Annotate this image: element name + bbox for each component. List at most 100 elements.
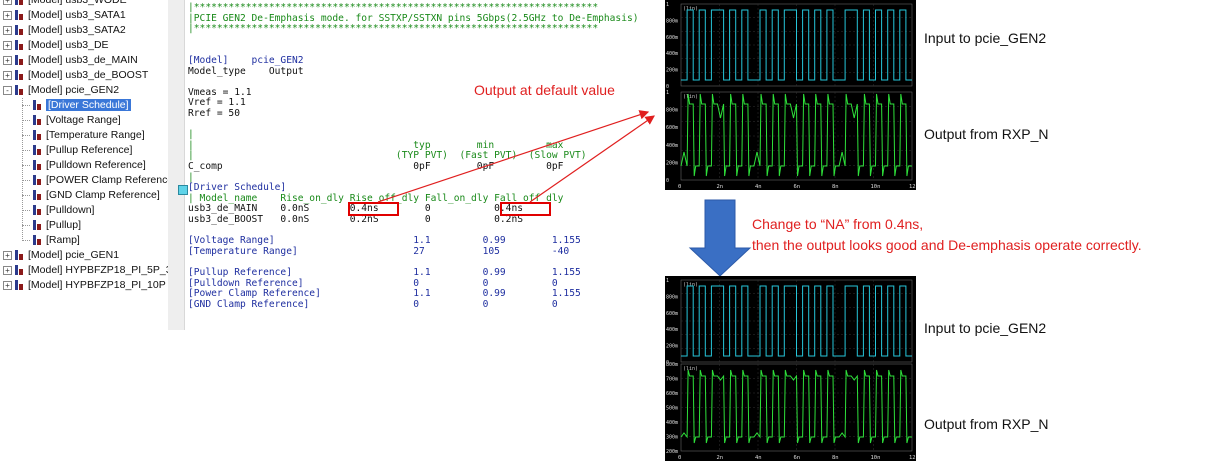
code-line: | xyxy=(188,129,194,141)
y-tick-label: 1 xyxy=(666,278,669,284)
y-tick-label: 400m xyxy=(666,51,678,57)
tree-child-item[interactable]: [GND Clamp Reference] xyxy=(22,188,160,203)
tree-item-label: [Model] usb3_de_BOOST xyxy=(28,69,149,81)
collapse-icon[interactable]: - xyxy=(3,86,12,95)
tree-model-item[interactable]: + [Model] HYPBFZP18_PI_10P xyxy=(3,278,166,293)
expand-icon[interactable]: + xyxy=(3,0,12,5)
tree-child-item[interactable]: [Ramp] xyxy=(22,233,80,248)
code-line: | xyxy=(188,171,194,183)
tree-model-item[interactable]: - [Model] pcie_GEN2 xyxy=(3,83,120,98)
code-line: usb3_de_BOOST 0.0nS 0.2nS 0 0.2nS xyxy=(188,214,524,225)
output-waveform xyxy=(680,93,912,177)
ibis-editor[interactable]: |***************************************… xyxy=(168,0,665,330)
tree-branch-line xyxy=(22,150,30,151)
tree-item-label: [POWER Clamp Reference] xyxy=(46,174,168,186)
expand-icon[interactable]: + xyxy=(3,266,12,275)
tree-item-label: [Temperature Range] xyxy=(46,129,145,141)
tree-model-item[interactable]: + [Model] usb3_SATA2 xyxy=(3,23,126,38)
code-line: [Temperature Range] 27 105 -40 xyxy=(188,245,570,257)
tree-child-item[interactable]: [Driver Schedule] xyxy=(22,98,131,113)
y-tick-label: 1 xyxy=(666,90,669,96)
code-line: [Voltage Range] 1.1 0.99 1.155 xyxy=(188,235,581,247)
y-tick-label: 800m xyxy=(666,18,678,24)
expand-icon[interactable]: + xyxy=(3,71,12,80)
tree-model-item[interactable]: + [Model] pcie_GEN1 xyxy=(3,248,119,263)
tree-model-item[interactable]: + [Model] HYPBFZP18_PI_5P_3I xyxy=(3,263,168,278)
expand-icon[interactable]: + xyxy=(3,251,12,260)
tree-branch-line xyxy=(22,195,30,196)
y-tick-label: 200m xyxy=(666,68,678,74)
tree-model-item[interactable]: + [Model] usb3_SATA1 xyxy=(3,8,126,23)
tree-branch-line xyxy=(22,240,30,241)
x-tick-label: 0 xyxy=(678,184,681,190)
expand-icon[interactable]: + xyxy=(3,26,12,35)
y-tick-label: 400m xyxy=(666,420,678,426)
code-line: Rref = 50 xyxy=(188,108,240,119)
tree-child-item[interactable]: [POWER Clamp Reference] xyxy=(22,173,168,188)
y-tick-label: 200m xyxy=(666,344,678,350)
axis-unit-label: (lin) xyxy=(683,282,698,288)
y-tick-label: 400m xyxy=(666,143,678,149)
tree-child-item[interactable]: [Temperature Range] xyxy=(22,128,145,143)
tree-branch-line xyxy=(22,120,30,121)
axis-unit-label: (lin) xyxy=(683,94,698,100)
tree-item-label: [Model] usb3_WODE xyxy=(28,0,127,6)
tree-item-label: [Model] HYPBFZP18_PI_10P xyxy=(28,279,166,291)
tree-item-label: [Driver Schedule] xyxy=(46,99,131,111)
expand-icon[interactable]: + xyxy=(3,41,12,50)
code-line: [Pulldown Reference] 0 0 0 xyxy=(188,277,558,289)
y-tick-label: 200m xyxy=(666,160,678,166)
expand-icon[interactable]: + xyxy=(3,11,12,20)
tree-item-label: [Pullup] xyxy=(46,219,82,231)
tree-child-item[interactable]: [Pullup] xyxy=(22,218,82,233)
model-icon xyxy=(14,70,24,81)
model-icon xyxy=(32,220,42,231)
code-line: |***************************************… xyxy=(188,23,599,35)
y-tick-label: 300m xyxy=(666,435,678,441)
tree-item-label: [Ramp] xyxy=(46,234,80,246)
code-line: [Pullup Reference] 1.1 0.99 1.155 xyxy=(188,267,581,278)
label-input-top: Input to pcie_GEN2 xyxy=(924,30,1047,46)
x-tick-label: 6n xyxy=(794,184,801,190)
y-tick-label: 800m xyxy=(666,108,678,114)
waveform-panel-top: 1 800m 600m 400m 200m 0 1 800m 600m 400m 200m 0 (lin… xyxy=(665,0,916,190)
tree-model-item[interactable]: + [Model] usb3_DE xyxy=(3,38,109,53)
x-tick-label: 2n xyxy=(717,455,724,461)
model-icon xyxy=(32,100,42,111)
model-icon xyxy=(14,25,24,36)
expand-icon[interactable]: + xyxy=(3,56,12,65)
down-arrow-icon xyxy=(688,199,752,277)
axis-unit-label: (lin) xyxy=(683,366,698,372)
code-line: usb3_de_MAIN 0.0nS 0.4ns 0 0.4ns xyxy=(188,203,524,215)
model-icon xyxy=(32,160,42,171)
y-tick-label: 0 xyxy=(666,84,669,90)
tree-model-item[interactable]: + [Model] usb3_de_BOOST xyxy=(3,68,149,83)
x-tick-label: 2n xyxy=(717,184,724,190)
tree-item-label: [Model] pcie_GEN2 xyxy=(28,84,120,96)
y-tick-label: 600m xyxy=(666,391,678,397)
input-waveform xyxy=(681,285,912,357)
tree-child-item[interactable]: [Pulldown Reference] xyxy=(22,158,146,173)
tree-model-item[interactable]: + [Model] usb3_de_MAIN xyxy=(3,53,138,68)
tree-model-item[interactable]: + [Model] usb3_WODE xyxy=(3,0,127,8)
y-tick-label: 0 xyxy=(666,360,669,366)
driver-schedule-marker-icon xyxy=(178,185,188,195)
model-icon xyxy=(32,130,42,141)
tree-child-item[interactable]: [Pullup Reference] xyxy=(22,143,132,158)
output-waveform xyxy=(680,369,912,444)
model-icon xyxy=(32,175,42,186)
code-line: Model_type Output xyxy=(188,65,304,77)
tree-child-item[interactable]: [Pulldown] xyxy=(22,203,94,218)
tree-item-label: [Model] usb3_SATA2 xyxy=(28,24,126,36)
model-icon xyxy=(14,250,24,261)
y-tick-label: 600m xyxy=(666,35,678,41)
label-input-bottom: Input to pcie_GEN2 xyxy=(924,320,1047,336)
model-icon xyxy=(14,280,24,291)
expand-icon[interactable]: + xyxy=(3,281,12,290)
model-icon xyxy=(14,85,24,96)
x-tick-label: 8n xyxy=(832,184,839,190)
tree-child-item[interactable]: [Voltage Range] xyxy=(22,113,121,128)
model-icon xyxy=(32,205,42,216)
tree-branch-line xyxy=(22,225,30,226)
x-tick-label: 6n xyxy=(794,455,801,461)
